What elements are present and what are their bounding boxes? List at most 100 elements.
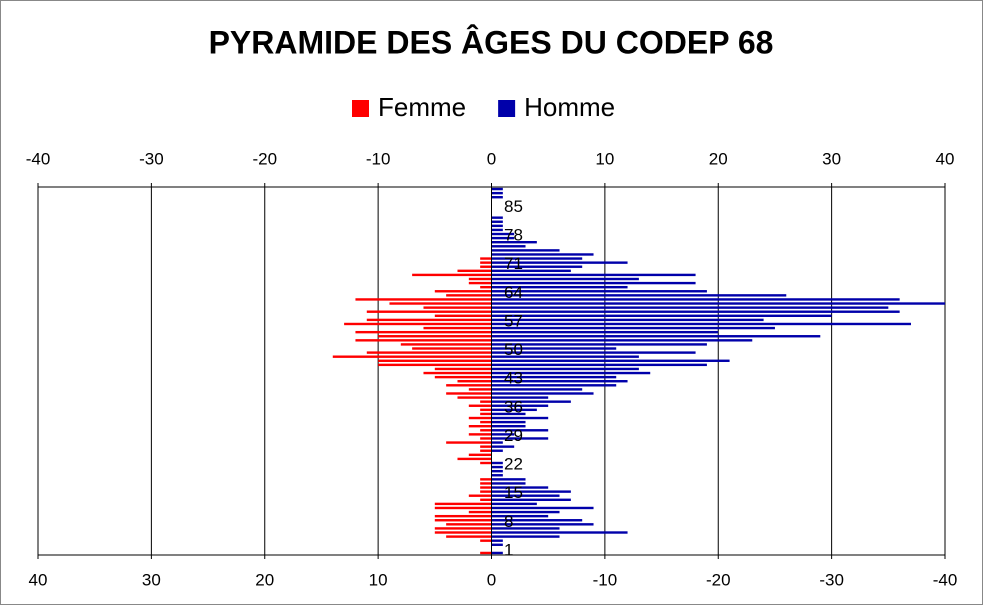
bar [491,196,503,199]
bar [480,539,492,542]
bar [457,457,492,461]
bar [491,396,549,399]
bar [491,335,821,338]
x-tick-label: 0 [487,149,496,168]
bar [491,527,560,530]
bar [480,420,492,424]
bar [491,277,639,281]
bar [446,535,492,538]
bar [491,469,503,473]
bar [480,412,492,416]
y-tick-label: 15 [504,483,523,502]
bar [491,375,617,379]
y-tick-label: 22 [504,455,523,474]
bar [491,461,503,465]
bar [480,257,492,260]
x-tick-label: -10 [366,149,391,168]
x-tick-label: -20 [252,149,277,168]
bar [480,490,492,493]
bar [491,298,900,301]
x2-tick-label: -10 [593,570,618,589]
bar [491,232,515,236]
bar [491,236,515,240]
bar [434,314,492,317]
bar [480,498,492,501]
bar [491,359,730,362]
bar [491,257,583,260]
legend-swatch [498,100,516,117]
bar [491,416,549,420]
bar [378,335,492,338]
bar [434,514,492,518]
y-tick-label: 29 [504,426,523,445]
bar [468,433,492,436]
bar [491,269,571,273]
bar [468,425,492,428]
bar [491,420,526,424]
bar [434,531,492,534]
bar [412,347,492,350]
bar [491,400,571,403]
bar [491,404,549,407]
bar [355,298,492,301]
bar [434,367,492,371]
bar [491,425,526,428]
bar [344,322,492,326]
bar [491,261,628,264]
bar [491,408,537,412]
bar [491,355,639,358]
bar [480,437,492,440]
bar [491,392,594,395]
bar [434,527,492,530]
bar [491,412,526,416]
bar [491,228,503,232]
bar [468,404,492,407]
bar [491,302,945,305]
bar [355,339,492,342]
bar [468,277,492,281]
bar [491,281,696,285]
bar [491,474,503,477]
y-tick-label: 36 [504,397,523,416]
bar [378,359,492,362]
bar [491,539,503,542]
bar [491,216,503,219]
bar [468,388,492,391]
bar [434,290,492,293]
bar [491,241,537,244]
bar [491,253,594,256]
x-tick-label: -30 [139,149,164,168]
bar [446,384,492,387]
bar [491,371,651,375]
bar [491,285,628,289]
x2-tick-label: 10 [369,570,388,589]
x2-tick-label: 40 [29,570,48,589]
y-tick-label: 57 [504,311,523,330]
bar [491,429,549,432]
bar [468,416,492,420]
bar [480,429,492,432]
bar [491,347,617,350]
bar [491,363,707,367]
y-tick-label: 1 [504,540,513,559]
bar [480,478,492,481]
x-tick-label: 10 [595,149,614,168]
x2-tick-label: -40 [933,570,958,589]
bar [491,273,696,277]
bar [434,502,492,506]
y-tick-label: 64 [504,283,523,302]
bar [491,490,571,493]
bar [491,486,549,489]
x-tick-label: 30 [822,149,841,168]
bar [491,187,503,191]
bar [491,543,503,546]
x2-tick-label: -30 [819,570,844,589]
bar [491,245,526,248]
bar [491,265,583,268]
bar [480,449,492,452]
y-tick-label: 43 [504,369,523,388]
bar [480,408,492,412]
y-tick-label: 85 [504,197,523,216]
x2-tick-label: 20 [255,570,274,589]
bar [446,294,492,297]
